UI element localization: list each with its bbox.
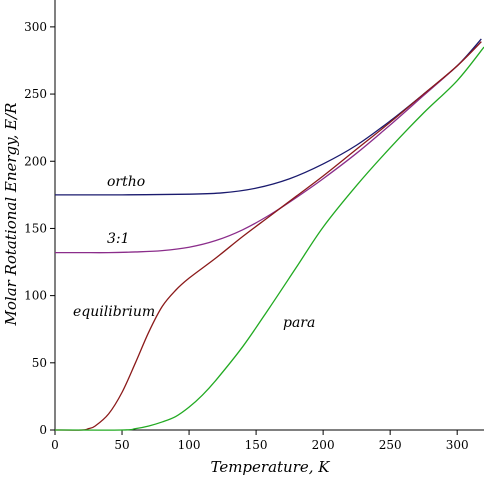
series-label-3-1: 3:1 (107, 231, 130, 247)
y-tick-label: 200 (24, 154, 47, 168)
series-label-ortho: ortho (107, 174, 145, 190)
x-tick-label: 250 (379, 438, 402, 452)
x-axis-ticks: 0 50 100 150 200 250 300 (51, 430, 469, 452)
y-tick-label: 0 (39, 423, 47, 437)
x-tick-label: 150 (245, 438, 268, 452)
y-axis-title: Molar Rotational Energy, E/R (2, 103, 20, 327)
series-line-equilibrium (54, 41, 482, 431)
series-label-para: para (283, 315, 315, 331)
series-line-ortho (54, 38, 482, 196)
x-tick-label: 0 (51, 438, 59, 452)
x-axis-title: Temperature, K (210, 458, 330, 476)
x-tick-label: 200 (312, 438, 335, 452)
series-lines (54, 38, 484, 431)
y-tick-label: 100 (24, 289, 47, 303)
series-label-equilibrium: equilibrium (73, 304, 155, 320)
y-tick-label: 150 (24, 221, 47, 235)
y-axis-ticks: 0 50 100 150 200 250 300 (24, 20, 55, 437)
y-tick-label: 300 (24, 20, 47, 34)
x-tick-label: 300 (446, 438, 469, 452)
x-tick-label: 100 (178, 438, 201, 452)
series-line-3-1 (54, 41, 482, 254)
x-tick-label: 50 (114, 438, 129, 452)
y-tick-label: 50 (32, 356, 47, 370)
series-line-para (54, 46, 484, 431)
y-tick-label: 250 (24, 87, 47, 101)
